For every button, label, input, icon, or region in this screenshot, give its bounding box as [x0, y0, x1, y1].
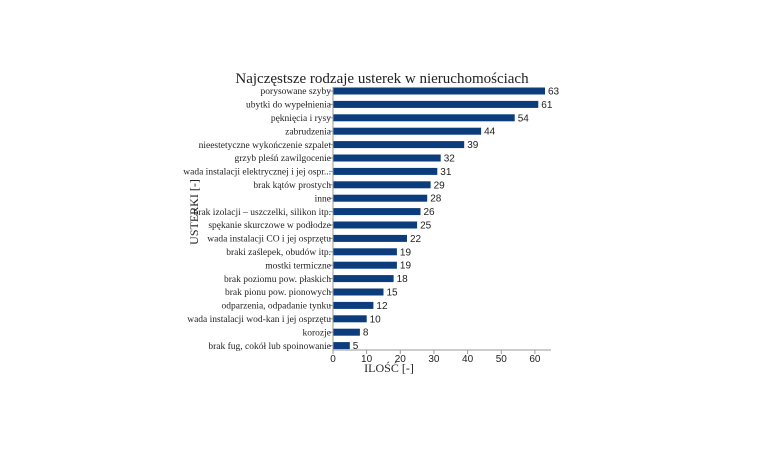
bar: [333, 315, 367, 323]
bar: [333, 288, 384, 296]
data-label: 12: [376, 301, 388, 312]
bar: [333, 248, 397, 256]
category-label: brak izolacji – uszczelki, silikon itp.: [194, 208, 331, 218]
category-label: spękanie skurczowe w podłodze: [208, 221, 331, 231]
x-tick-label: 60: [529, 354, 541, 365]
bar: [333, 141, 465, 149]
category-label: porysowane szyby: [261, 87, 332, 97]
data-label: 19: [400, 261, 412, 272]
x-tick-label: 20: [395, 354, 407, 365]
category-label: wada instalacji elektrycznej i jej ospr.…: [183, 168, 331, 178]
x-tick-label: 40: [462, 354, 474, 365]
data-label: 63: [548, 87, 560, 98]
bar: [333, 194, 428, 202]
category-label: brak fug, cokół lub spoinowanie: [208, 341, 331, 352]
data-label: 25: [420, 221, 432, 232]
category-label: brak pionu pow. pionowych: [225, 288, 331, 298]
category-label: braki zaślepek, obudów itp.: [226, 248, 331, 258]
bar: [333, 234, 407, 242]
bar: [333, 181, 431, 189]
category-label: zabrudzenia: [285, 127, 332, 137]
category-label: brak kątów prostych: [253, 181, 331, 191]
x-tick-label: 50: [496, 354, 508, 365]
category-label: korozje: [303, 328, 332, 338]
bar: [333, 114, 515, 122]
data-label: 28: [430, 194, 442, 205]
x-tick-label: 0: [330, 354, 336, 365]
category-label: grzyb pleśń zawilgocenie: [234, 154, 331, 164]
bar: [333, 221, 418, 229]
data-label: 29: [434, 180, 446, 191]
bar: [333, 167, 438, 175]
data-label: 31: [440, 167, 452, 178]
data-label: 10: [370, 314, 382, 325]
bar: [333, 87, 545, 95]
x-tick-label: 30: [428, 354, 440, 365]
data-label: 5: [353, 341, 359, 352]
data-label: 61: [541, 100, 553, 111]
category-label: inne: [315, 194, 331, 204]
data-label: 8: [363, 328, 369, 339]
data-label: 39: [467, 140, 479, 151]
y-axis-label: USTERKI [-]: [187, 179, 201, 245]
data-label: 54: [518, 113, 530, 124]
bar: [333, 100, 539, 108]
data-label: 15: [387, 288, 399, 299]
plot-area: porysowane szyby 63 ubytki do wypełnienia 6…: [183, 87, 559, 366]
data-label: 32: [444, 154, 456, 165]
chart-title: Najczęstsze rodzaje usterek w nieruchomo…: [235, 71, 529, 87]
bar: [333, 261, 397, 269]
data-label: 26: [424, 207, 436, 218]
category-label: wada instalacji wod-kan i jej osprzętu: [187, 315, 331, 325]
bar: [333, 154, 441, 162]
bar: [333, 342, 350, 350]
category-label: brak poziomu pow. płaskich: [224, 275, 331, 285]
category-label: mostki termiczne: [265, 261, 331, 271]
data-label: 22: [410, 234, 422, 245]
bar: [333, 275, 394, 283]
x-tick-label: 10: [361, 354, 373, 365]
bar: [333, 127, 482, 135]
data-label: 19: [400, 247, 412, 258]
category-label: wada instalacji CO i jej osprzętu: [207, 235, 331, 245]
category-label: nieestetyczne wykończenie szpalet: [199, 141, 332, 151]
category-label: ubytki do wypełnienia: [246, 101, 332, 111]
category-label: odparzenia, odpadanie tynku: [222, 302, 332, 312]
bar: [333, 208, 421, 216]
category-label: pęknięcia i rysy: [271, 114, 331, 124]
bar: [333, 328, 360, 336]
data-label: 44: [484, 127, 496, 138]
x-axis-label: ILOŚĆ [-]: [364, 361, 414, 375]
data-label: 18: [397, 274, 409, 285]
bar: [333, 301, 374, 309]
